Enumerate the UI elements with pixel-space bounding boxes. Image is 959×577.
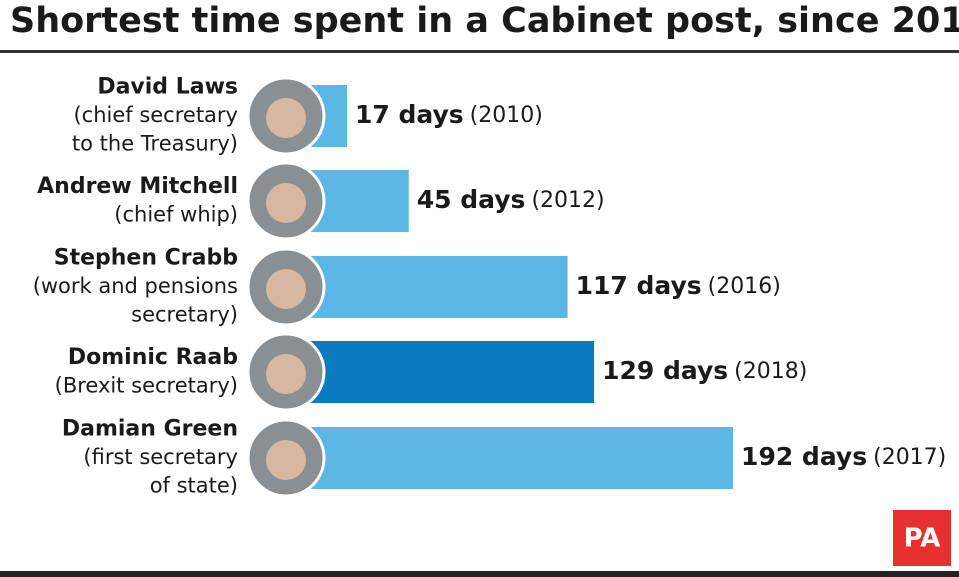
- value-label: 17 days (2010): [355, 100, 543, 129]
- bar: [309, 427, 734, 489]
- person-role: (first secretary: [83, 445, 238, 469]
- title-rule: [0, 50, 959, 53]
- person-name: Andrew Mitchell: [37, 174, 238, 199]
- person-role: (chief whip): [114, 202, 238, 226]
- person-role: to the Treasury): [72, 132, 238, 156]
- person-role: secretary): [131, 303, 238, 327]
- value-text: 192 days: [741, 442, 867, 471]
- photo-face: [266, 269, 306, 309]
- footer-rule: [0, 571, 959, 577]
- value-label: 192 days (2017): [741, 442, 946, 471]
- person-role: (chief secretary: [73, 103, 238, 127]
- logo-box: [893, 510, 951, 566]
- photo-face: [266, 183, 306, 223]
- value-text: 117 days: [576, 271, 702, 300]
- year: (2010): [470, 103, 543, 128]
- year: (2016): [708, 274, 781, 299]
- chart-title: Shortest time spent in a Cabinet post, s…: [10, 1, 959, 41]
- value-label: 129 days (2018): [602, 356, 807, 385]
- bar: [309, 256, 568, 318]
- year: (2017): [873, 445, 946, 470]
- person-role: (Brexit secretary): [55, 373, 238, 397]
- year: (2018): [734, 359, 807, 384]
- value-text: 129 days: [602, 356, 728, 385]
- value-label: 45 days (2012): [417, 185, 605, 214]
- photo-face: [266, 98, 306, 138]
- person-role: of state): [150, 474, 238, 498]
- bar: [309, 341, 595, 403]
- photo-face: [266, 440, 306, 480]
- person-role: (work and pensions: [33, 274, 238, 298]
- person-name: Dominic Raab: [68, 345, 238, 370]
- person-name: Damian Green: [62, 417, 238, 442]
- photo-face: [266, 354, 306, 394]
- year: (2012): [531, 188, 604, 213]
- value-label: 117 days (2016): [576, 271, 781, 300]
- bar: [309, 170, 409, 232]
- logo: PA: [904, 524, 941, 554]
- value-text: 45 days: [417, 185, 526, 214]
- value-text: 17 days: [355, 100, 464, 129]
- person-name: David Laws: [97, 75, 238, 100]
- person-name: Stephen Crabb: [54, 246, 238, 271]
